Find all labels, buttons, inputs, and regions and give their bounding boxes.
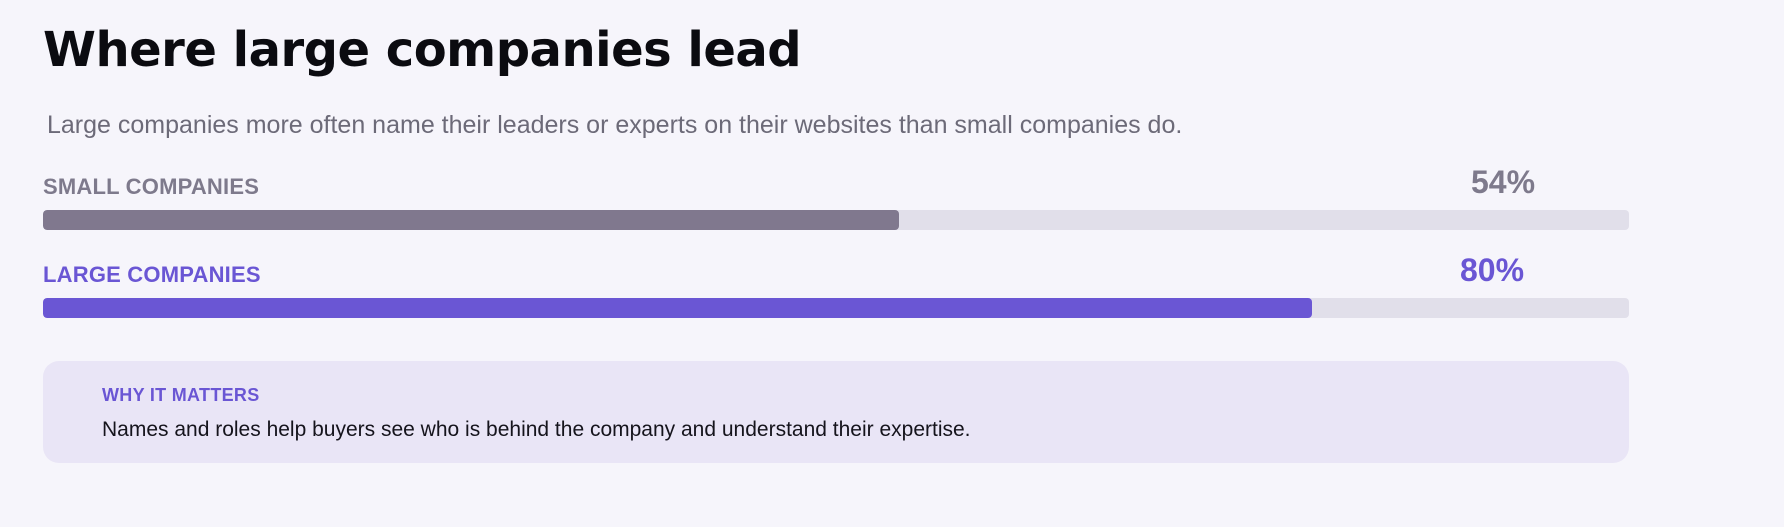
bar-fill-large-companies <box>43 298 1312 318</box>
callout-heading: WHY IT MATTERS <box>102 385 260 405</box>
chart-title: Where large companies lead <box>43 22 802 78</box>
chart-subtitle: Large companies more often name their le… <box>47 111 1183 139</box>
bar-track-small-companies <box>43 210 1629 230</box>
bar-track-large-companies <box>43 298 1629 318</box>
bar-label-large-companies: LARGE COMPANIES <box>43 262 261 287</box>
callout-text: Names and roles help buyers see who is b… <box>102 418 971 441</box>
bar-label-small-companies: SMALL COMPANIES <box>43 174 260 199</box>
bar-value-small-companies: 54% <box>1471 164 1536 200</box>
bar-fill-small-companies <box>43 210 900 230</box>
bar-value-large-companies: 80% <box>1460 252 1525 288</box>
why-it-matters-callout: WHY IT MATTERS Names and roles help buye… <box>43 361 1629 463</box>
